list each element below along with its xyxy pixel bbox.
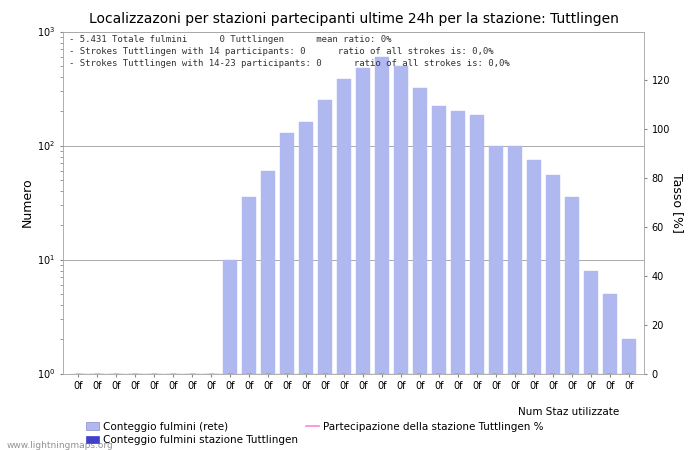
Bar (261, 171, 275, 450)
Y-axis label: Tasso [%]: Tasso [%] (671, 172, 684, 233)
Bar (475, 374, 480, 450)
Bar (413, 88, 427, 450)
Bar (128, 374, 142, 450)
Bar (588, 374, 594, 450)
Bar (456, 374, 461, 450)
Bar (379, 374, 384, 450)
Bar (565, 198, 579, 450)
Bar (436, 374, 442, 450)
Bar (337, 79, 351, 450)
Bar (584, 270, 598, 450)
Bar (133, 374, 138, 450)
Bar (569, 374, 574, 450)
Bar (204, 374, 218, 450)
Bar (451, 111, 465, 450)
Legend: Conteggio fulmini (rete), Conteggio fulmini stazione Tuttlingen, Partecipazione : Conteggio fulmini (rete), Conteggio fulm… (86, 422, 544, 445)
Text: www.lightningmaps.org: www.lightningmaps.org (7, 441, 113, 450)
Bar (360, 374, 365, 450)
Bar (171, 374, 176, 450)
Bar (356, 68, 370, 450)
Bar (546, 175, 560, 450)
Text: - 5.431 Totale fulmini      0 Tuttlingen      mean ratio: 0%
- Strokes Tuttlinge: - 5.431 Totale fulmini 0 Tuttlingen mean… (69, 35, 510, 68)
Bar (394, 66, 408, 450)
Bar (71, 374, 85, 450)
Bar (285, 374, 290, 450)
Bar (152, 374, 157, 450)
Bar (190, 374, 195, 450)
Bar (432, 107, 446, 450)
Bar (246, 374, 251, 450)
Bar (113, 374, 119, 450)
Bar (323, 374, 328, 450)
Bar (185, 374, 200, 450)
Y-axis label: Numero: Numero (21, 178, 34, 227)
Bar (223, 260, 237, 450)
Bar (508, 145, 522, 450)
Bar (608, 374, 612, 450)
Bar (622, 339, 636, 450)
Bar (489, 145, 503, 450)
Bar (166, 374, 180, 450)
Bar (417, 374, 422, 450)
Bar (304, 374, 309, 450)
Bar (531, 374, 536, 450)
Bar (512, 374, 517, 450)
Bar (280, 132, 294, 450)
Bar (318, 100, 332, 450)
Bar (228, 374, 232, 450)
Bar (90, 374, 104, 450)
Bar (94, 374, 99, 450)
Bar (342, 374, 346, 450)
Bar (299, 122, 313, 450)
Title: Localizzazoni per stazioni partecipanti ultime 24h per la stazione: Tuttlingen: Localizzazoni per stazioni partecipanti … (89, 12, 618, 26)
Bar (242, 198, 256, 450)
Bar (550, 374, 555, 450)
Bar (209, 374, 214, 450)
Bar (603, 294, 617, 450)
Bar (626, 374, 631, 450)
Bar (494, 374, 498, 450)
Bar (375, 57, 389, 450)
Bar (527, 160, 541, 450)
Text: Num Staz utilizzate: Num Staz utilizzate (518, 407, 620, 417)
Bar (398, 374, 403, 450)
Bar (470, 115, 484, 450)
Bar (265, 374, 271, 450)
Bar (147, 374, 161, 450)
Bar (109, 374, 123, 450)
Bar (76, 374, 80, 450)
